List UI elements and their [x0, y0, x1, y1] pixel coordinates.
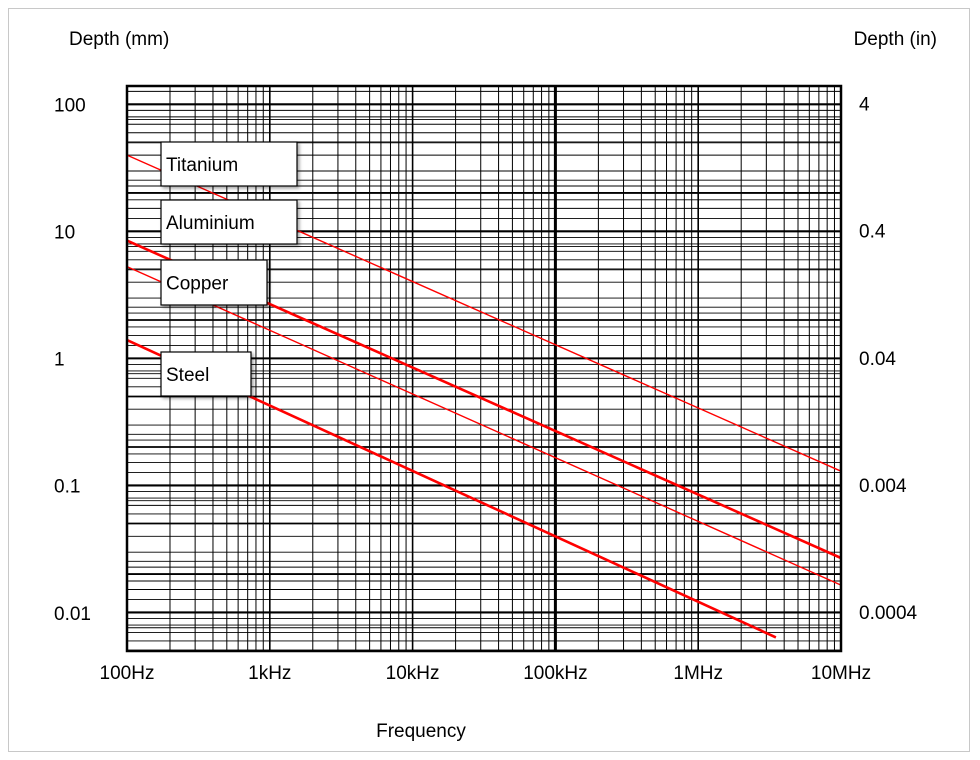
legend-box — [160, 351, 252, 397]
y2-axis-title: Depth (in) — [854, 29, 937, 50]
legend-label: Titanium — [166, 155, 238, 176]
y2-tick-label: 0.0004 — [859, 603, 918, 624]
x-tick-label: 1MHz — [673, 663, 723, 684]
legend-item-titanium: Titanium — [160, 141, 298, 187]
y2-tick-label: 4 — [859, 95, 870, 116]
y-axis-title: Depth (mm) — [69, 29, 169, 50]
y2-tick-label: 0.4 — [859, 222, 886, 243]
legend-label: Aluminium — [166, 213, 255, 234]
legend-label: Copper — [166, 274, 229, 295]
x-tick-label: 10MHz — [811, 663, 871, 684]
x-tick-label: 100Hz — [100, 663, 155, 684]
y2-tick-label: 0.004 — [859, 476, 907, 497]
y-tick-label: 1 — [54, 350, 65, 371]
x-tick-label: 1kHz — [248, 663, 291, 684]
legend-item-steel: Steel — [160, 351, 252, 397]
plot-border — [125, 84, 843, 653]
y-tick-label: 0.01 — [54, 604, 91, 625]
tick-labels: 100Hz 1kHz 10kHz 100kHz 1MHz 10MHz 100 10 1 0.1 0.… — [54, 95, 918, 684]
x-axis-title: Frequency — [376, 721, 466, 742]
y-tick-label: 100 — [54, 96, 86, 117]
series-line-copper — [126, 265, 842, 586]
legend: Titanium Aluminium Copper Steel — [160, 141, 298, 397]
y-tick-label: 0.1 — [54, 477, 80, 498]
y2-tick-label: 0.04 — [859, 349, 896, 370]
x-tick-label: 10kHz — [386, 663, 440, 684]
legend-item-aluminium: Aluminium — [160, 199, 298, 245]
legend-label: Steel — [166, 365, 209, 386]
y-tick-label: 10 — [54, 223, 75, 244]
legend-box — [160, 141, 298, 187]
legend-box — [160, 199, 298, 245]
legend-item-copper: Copper — [160, 259, 268, 306]
x-tick-label: 100kHz — [523, 663, 587, 684]
legend-box — [160, 259, 268, 306]
chart-frame: Titanium Aluminium Copper Steel 100Hz 1kHz 10… — [8, 8, 970, 752]
